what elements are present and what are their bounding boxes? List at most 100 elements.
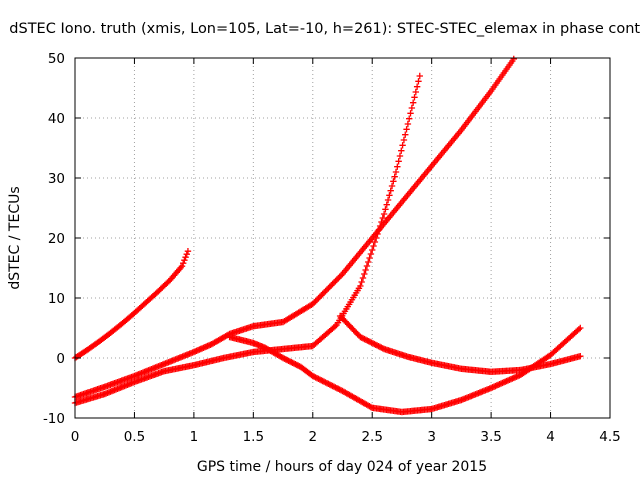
data-point (365, 338, 372, 345)
x-tick-label: 2.5 (361, 429, 382, 445)
y-tick-label: 30 (48, 171, 65, 187)
data-point (367, 250, 375, 258)
data-point (184, 248, 192, 255)
data-point (412, 88, 420, 96)
series-arc-4 (226, 324, 584, 416)
y-tick-label: 40 (48, 111, 65, 127)
x-tick-label: 3.5 (480, 429, 501, 445)
data-point (364, 337, 371, 344)
data-point (319, 290, 326, 298)
x-tick-label: 4 (546, 429, 555, 445)
data-point (409, 99, 417, 106)
data-point (183, 251, 190, 258)
y-tick-label: 50 (48, 51, 65, 67)
y-tick-label: -10 (43, 411, 65, 427)
x-tick-label: 1.5 (243, 429, 264, 445)
data-point (322, 287, 329, 295)
data-point (332, 384, 339, 391)
x-tick-label: 3 (427, 429, 436, 445)
data-point (383, 201, 390, 208)
data-point (179, 260, 187, 267)
data-point (379, 345, 386, 352)
data-point (178, 263, 186, 270)
data-point (391, 173, 398, 180)
data-point (312, 374, 319, 381)
y-axis-label: dSTEC / TECUs (7, 186, 23, 289)
data-point (368, 339, 375, 346)
data-point (510, 55, 517, 63)
data-point (394, 163, 401, 170)
data-point (406, 115, 413, 122)
data-point (367, 403, 375, 411)
data-point (386, 192, 393, 199)
data-point (395, 158, 402, 165)
data-point (330, 279, 338, 286)
data-point (309, 372, 316, 380)
data-point (335, 275, 342, 282)
data-point (330, 383, 338, 390)
data-point (370, 242, 377, 250)
data-point (378, 344, 385, 351)
y-tick-label: 0 (56, 351, 65, 367)
data-point (416, 72, 423, 80)
data-point (382, 206, 389, 213)
data-point (359, 335, 367, 342)
data-point (358, 278, 365, 286)
data-point (415, 78, 422, 85)
chart-title: dSTEC Iono. truth (xmis, Lon=105, Lat=-1… (9, 21, 640, 37)
data-point (337, 272, 345, 279)
series-arc-1 (71, 248, 192, 362)
data-point (319, 377, 326, 385)
data-point (376, 343, 384, 351)
data-point (402, 131, 409, 138)
grid-layer (75, 58, 610, 418)
data-point (315, 375, 322, 383)
y-tick-label: 10 (48, 291, 65, 307)
data-point (332, 277, 339, 285)
data-point (326, 381, 333, 388)
data-point (369, 246, 376, 254)
x-tick-label: 0.5 (124, 429, 145, 445)
series-layer (71, 55, 584, 416)
data-point (325, 285, 332, 292)
data-point (363, 262, 371, 270)
data-point (371, 340, 378, 348)
data-point (413, 83, 421, 90)
data-point (403, 126, 410, 133)
data-point (322, 379, 329, 386)
data-point (310, 373, 318, 380)
data-point (392, 168, 400, 176)
data-point (365, 258, 372, 266)
y-tick-label: 20 (48, 231, 65, 247)
data-point (326, 283, 333, 291)
data-point (387, 187, 394, 194)
data-point (357, 282, 364, 290)
data-point (371, 238, 379, 246)
data-point (366, 254, 373, 262)
data-point (384, 196, 392, 204)
data-point (361, 270, 368, 278)
x-axis-label: GPS time / hours of day 024 of year 2015 (197, 459, 487, 475)
data-point (372, 341, 379, 348)
data-point (388, 182, 396, 190)
data-point (323, 379, 331, 387)
data-point (404, 120, 412, 128)
data-point (336, 386, 343, 393)
data-point (400, 136, 408, 144)
data-point (320, 289, 328, 296)
series-arc-2 (71, 72, 423, 407)
data-point (375, 342, 382, 350)
data-point (407, 110, 414, 117)
x-tick-label: 0 (71, 429, 80, 445)
data-point (329, 280, 336, 288)
data-point (182, 254, 189, 261)
data-point (357, 333, 364, 341)
data-point (310, 299, 318, 306)
data-point (362, 266, 369, 274)
data-point (366, 338, 374, 346)
series-arc-3 (71, 55, 517, 401)
data-point (362, 336, 370, 344)
data-point (323, 286, 331, 293)
data-point (181, 257, 188, 264)
